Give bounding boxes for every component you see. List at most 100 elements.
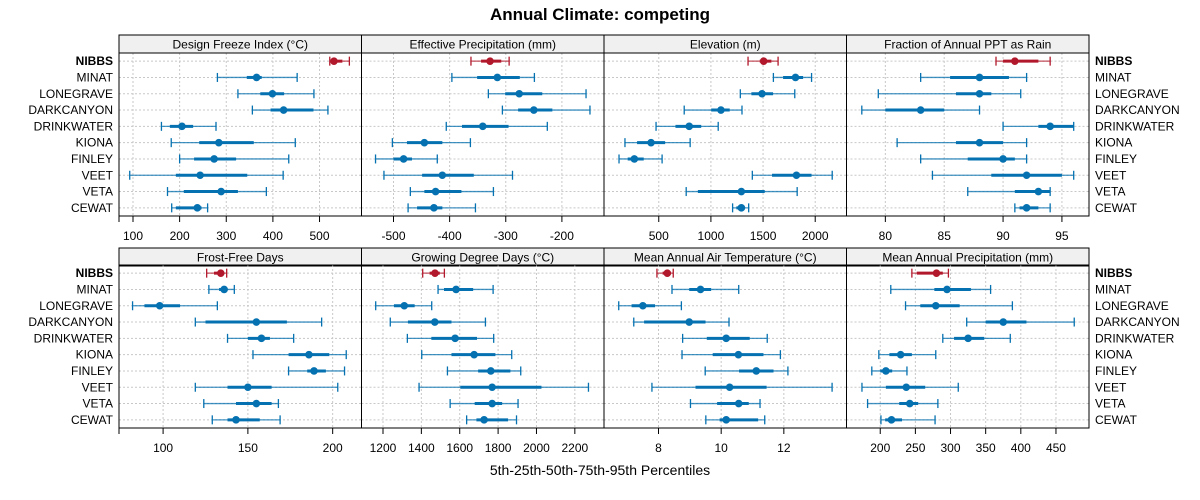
x-axis-label: 5th-25th-50th-75th-95th Percentiles (489, 462, 711, 478)
site-label-drinkwater: DRINKWATER (1095, 119, 1175, 133)
median-point (420, 138, 429, 147)
median-point (470, 350, 478, 359)
median-point (488, 383, 496, 392)
interval-lonegrave (877, 89, 1022, 99)
median-point (1034, 187, 1043, 196)
site-label-lonegrave: LONEGRAVE (39, 87, 113, 101)
interval-drinkwater (655, 121, 719, 131)
interval-lonegrave (131, 301, 219, 311)
interval-veet (194, 382, 339, 392)
interval-finley (446, 366, 522, 376)
site-label-lonegrave: LONEGRAVE (39, 299, 113, 313)
interval-drinkwater (445, 121, 548, 131)
site-label-darkcanyon: DARKCANYON (28, 315, 113, 329)
interval-lonegrave (237, 89, 315, 99)
x-tick-label: 95 (1055, 229, 1069, 243)
median-point (1022, 171, 1031, 180)
median-point (220, 285, 228, 294)
median-point (1011, 57, 1019, 65)
site-label-nibbs: NIBBS (1095, 266, 1132, 280)
interval-veet (751, 170, 833, 180)
interval-drinkwater (160, 121, 217, 131)
median-point (734, 399, 743, 408)
interval-nibbs (329, 56, 351, 66)
site-label-nibbs: NIBBS (1095, 54, 1132, 68)
panel-1: Design Freeze Index (°C) 100 200 300 400 500 N… (28, 34, 362, 243)
median-point (232, 416, 240, 424)
median-point (399, 155, 408, 163)
site-label-lonegrave: LONEGRAVE (1095, 299, 1169, 313)
x-tick-label: 100 (123, 229, 143, 243)
median-point (882, 367, 890, 375)
site-label-darkcanyon: DARKCANYON (28, 103, 113, 117)
panel-title: Elevation (m) (690, 38, 761, 52)
interval-kiona (896, 138, 1028, 148)
interval-minat (671, 284, 740, 294)
median-point (1022, 204, 1031, 212)
median-point (975, 89, 984, 98)
median-point (725, 383, 734, 392)
site-label-veet: VEET (82, 380, 114, 394)
interval-veta (203, 399, 280, 409)
chart-title: Annual Climate: competing (489, 5, 711, 24)
panel-title: Growing Degree Days (°C) (411, 251, 554, 265)
panel-frame (846, 264, 1090, 429)
interval-darkcanyon (389, 317, 487, 327)
median-point (722, 334, 730, 343)
interval-veet (383, 170, 514, 180)
x-tick-label: 400 (1011, 441, 1031, 455)
median-point (685, 318, 694, 326)
interval-finley (704, 366, 789, 376)
median-point (217, 187, 225, 196)
interval-lonegrave (904, 301, 1014, 311)
median-point (480, 416, 488, 424)
panel-4: Fraction of Annual PPT as Rain 80 85 90 95 NI… (846, 34, 1180, 243)
panel-title: Design Freeze Index (°C) (172, 38, 308, 52)
median-point (630, 155, 639, 163)
x-tick-label: 350 (976, 441, 996, 455)
interval-kiona (681, 350, 782, 360)
median-point (268, 89, 277, 98)
median-point (916, 106, 925, 114)
median-point (400, 301, 409, 310)
median-point (178, 122, 186, 131)
site-label-kiona: KIONA (1095, 348, 1132, 362)
interval-minat (890, 284, 992, 294)
interval-nibbs (911, 268, 950, 278)
median-point (279, 106, 288, 114)
panel-7: Mean Annual Air Temperature (°C) 8 10 12 (603, 247, 847, 455)
interval-kiona (421, 350, 513, 360)
interval-nibbs (995, 56, 1051, 66)
x-tick-label: 1000 (698, 229, 725, 243)
interval-nibbs (470, 56, 510, 66)
interval-veta (409, 187, 495, 197)
interval-drinkwater (681, 333, 768, 343)
median-point (896, 350, 905, 359)
panel-5: Frost-Free Days 100 150 200 NIBBS MINAT LONEGR… (28, 247, 362, 455)
median-point (975, 138, 984, 147)
interval-veta (866, 399, 939, 409)
x-tick-label: 1500 (750, 229, 777, 243)
site-label-veet: VEET (1095, 380, 1127, 394)
x-tick-label: 200 (170, 229, 190, 243)
panel-2: Effective Precipitation (mm) -500 -400 -300… (361, 34, 605, 243)
interval-darkcanyon (861, 105, 981, 115)
interval-minat (451, 72, 536, 82)
site-label-minat: MINAT (1095, 282, 1132, 296)
median-point (999, 318, 1008, 326)
interval-finley (287, 366, 346, 376)
median-point (155, 301, 164, 310)
interval-cewat (880, 415, 936, 425)
median-point (685, 122, 694, 131)
site-label-cewat: CEWAT (71, 413, 114, 427)
interval-nibbs (422, 268, 446, 278)
interval-darkcanyon (251, 105, 329, 115)
site-label-veta: VETA (1095, 185, 1125, 199)
median-point (488, 399, 496, 408)
median-point (193, 204, 202, 212)
panel-6: Growing Degree Days (°C) 1200 1400 1600 1800… (361, 247, 605, 455)
site-label-cewat: CEWAT (71, 201, 114, 215)
median-point (244, 383, 252, 392)
interval-minat (772, 72, 813, 82)
site-label-cewat: CEWAT (1095, 413, 1138, 427)
